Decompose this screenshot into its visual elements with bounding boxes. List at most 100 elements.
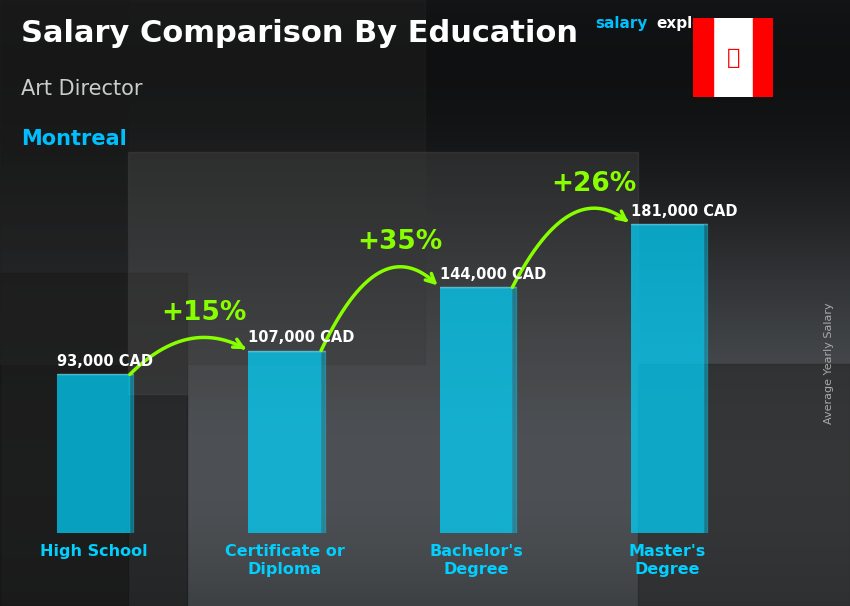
Bar: [0, 277, 850, 280]
Bar: [0, 561, 850, 564]
Text: 🍁: 🍁: [727, 47, 740, 68]
Bar: [0, 58, 850, 61]
Text: Average Yearly Salary: Average Yearly Salary: [824, 303, 834, 424]
Text: Montreal: Montreal: [21, 129, 127, 149]
Text: explorer: explorer: [656, 16, 728, 31]
Bar: [0, 170, 850, 173]
Bar: [439, 287, 513, 533]
Polygon shape: [513, 287, 516, 533]
Bar: [0, 21, 850, 24]
Bar: [0, 387, 850, 390]
Bar: [0, 417, 850, 420]
Bar: [0, 411, 850, 414]
Bar: [0, 430, 850, 433]
Bar: [0, 9, 850, 12]
Bar: [248, 350, 321, 533]
Bar: [0, 439, 850, 442]
Bar: [0, 460, 850, 463]
Bar: [0, 551, 850, 554]
Bar: [0, 161, 850, 164]
Bar: [0, 542, 850, 545]
Bar: [0, 463, 850, 466]
Bar: [0, 88, 850, 92]
Bar: [0, 39, 850, 42]
Bar: [0, 536, 850, 539]
Bar: [0, 490, 850, 493]
Bar: [0, 244, 850, 247]
Bar: [0, 362, 850, 365]
Bar: [0, 332, 850, 335]
Text: salary: salary: [595, 16, 648, 31]
Bar: [0, 262, 850, 265]
Bar: [0, 475, 850, 478]
Text: Art Director: Art Director: [21, 79, 143, 99]
Text: 144,000 CAD: 144,000 CAD: [439, 267, 546, 282]
Bar: [0, 70, 850, 73]
Bar: [0, 594, 850, 597]
Bar: [57, 375, 130, 533]
Bar: [0, 195, 850, 198]
Bar: [0, 110, 850, 113]
Text: Salary Comparison By Education: Salary Comparison By Education: [21, 19, 578, 48]
Bar: [0, 591, 850, 594]
Bar: [0, 539, 850, 542]
Bar: [0, 271, 850, 274]
Bar: [0, 167, 850, 170]
Bar: [0, 600, 850, 603]
Bar: [0, 231, 850, 235]
Bar: [0, 125, 850, 128]
Bar: [0, 588, 850, 591]
Bar: [0, 499, 850, 502]
Bar: [0, 298, 850, 301]
Bar: [0, 122, 850, 125]
Bar: [0, 155, 850, 158]
Bar: [0, 82, 850, 85]
Bar: [0, 405, 850, 408]
Polygon shape: [130, 375, 133, 533]
Bar: [0, 329, 850, 332]
Bar: [0, 371, 850, 375]
Bar: [0, 79, 850, 82]
Text: +15%: +15%: [162, 300, 247, 326]
Bar: [0, 219, 850, 222]
Bar: [0, 173, 850, 176]
Bar: [0, 573, 850, 576]
Bar: [0, 558, 850, 561]
Bar: [0, 365, 850, 368]
Bar: [0, 381, 850, 384]
Bar: [0, 201, 850, 204]
Bar: [0, 341, 850, 344]
Bar: [0, 95, 850, 98]
Bar: [0, 378, 850, 381]
Bar: [0, 302, 850, 305]
Bar: [0, 603, 850, 606]
Bar: [0, 107, 850, 110]
Bar: [0, 478, 850, 481]
Bar: [0, 0, 850, 3]
Bar: [0, 481, 850, 484]
Bar: [0, 368, 850, 371]
Bar: [0, 268, 850, 271]
Bar: [0, 457, 850, 460]
Bar: [0, 116, 850, 119]
Bar: [0, 469, 850, 472]
Bar: [753, 18, 774, 97]
Bar: [0, 433, 850, 436]
Bar: [0, 113, 850, 116]
Bar: [0, 274, 850, 277]
Bar: [0, 24, 850, 27]
Bar: [0, 238, 850, 241]
Bar: [0, 204, 850, 207]
Bar: [0, 256, 850, 259]
Bar: [0, 134, 850, 137]
Bar: [0, 92, 850, 95]
Bar: [631, 224, 704, 533]
Bar: [0, 402, 850, 405]
Bar: [0, 140, 850, 143]
Bar: [0, 18, 850, 21]
Bar: [0, 338, 850, 341]
Bar: [0, 250, 850, 253]
Bar: [0, 119, 850, 122]
Bar: [0, 317, 850, 320]
Bar: [0, 375, 850, 378]
